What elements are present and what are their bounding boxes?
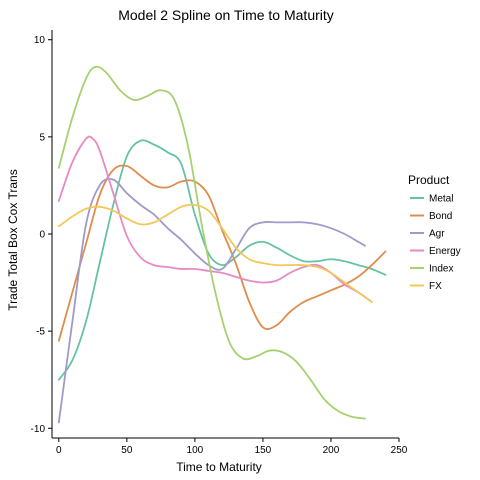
legend-label-bond: Bond <box>429 211 452 222</box>
legend-label-metal: Metal <box>429 194 453 205</box>
chart-title: Model 2 Spline on Time to Maturity <box>118 7 334 23</box>
legend: Product Metal Bond Agr Energy Index FX <box>408 173 461 292</box>
legend-label-energy: Energy <box>429 246 461 257</box>
y-tick-label: 0 <box>39 230 45 241</box>
x-axis: 0 50 100 150 200 250 <box>52 437 408 456</box>
x-tick-label: 150 <box>255 445 272 456</box>
legend-label-fx: FX <box>429 281 442 292</box>
legend-label-agr: Agr <box>429 229 445 240</box>
series-line-index <box>57 65 366 420</box>
plot-area <box>57 65 387 424</box>
y-tick-label: 10 <box>34 35 46 46</box>
y-tick-label: -10 <box>31 424 46 435</box>
x-tick-label: 100 <box>187 445 204 456</box>
legend-title: Product <box>408 173 450 187</box>
x-tick-label: 0 <box>56 445 62 456</box>
y-tick-label: -5 <box>36 327 45 338</box>
x-tick-label: 50 <box>121 445 133 456</box>
y-axis: -10 -5 0 5 10 <box>31 30 53 438</box>
x-axis-label: Time to Maturity <box>176 460 262 474</box>
y-axis-label: Trade Total Box Cox Trans <box>6 169 20 310</box>
y-tick-label: 5 <box>39 132 45 143</box>
series-line-bond <box>57 164 387 342</box>
series-line-energy <box>57 135 373 303</box>
series-line-metal <box>57 139 387 381</box>
x-tick-label: 200 <box>323 445 340 456</box>
legend-label-index: Index <box>429 264 453 275</box>
series-line-fx <box>57 203 373 303</box>
series-line-agr <box>57 178 366 424</box>
x-tick-label: 250 <box>391 445 408 456</box>
